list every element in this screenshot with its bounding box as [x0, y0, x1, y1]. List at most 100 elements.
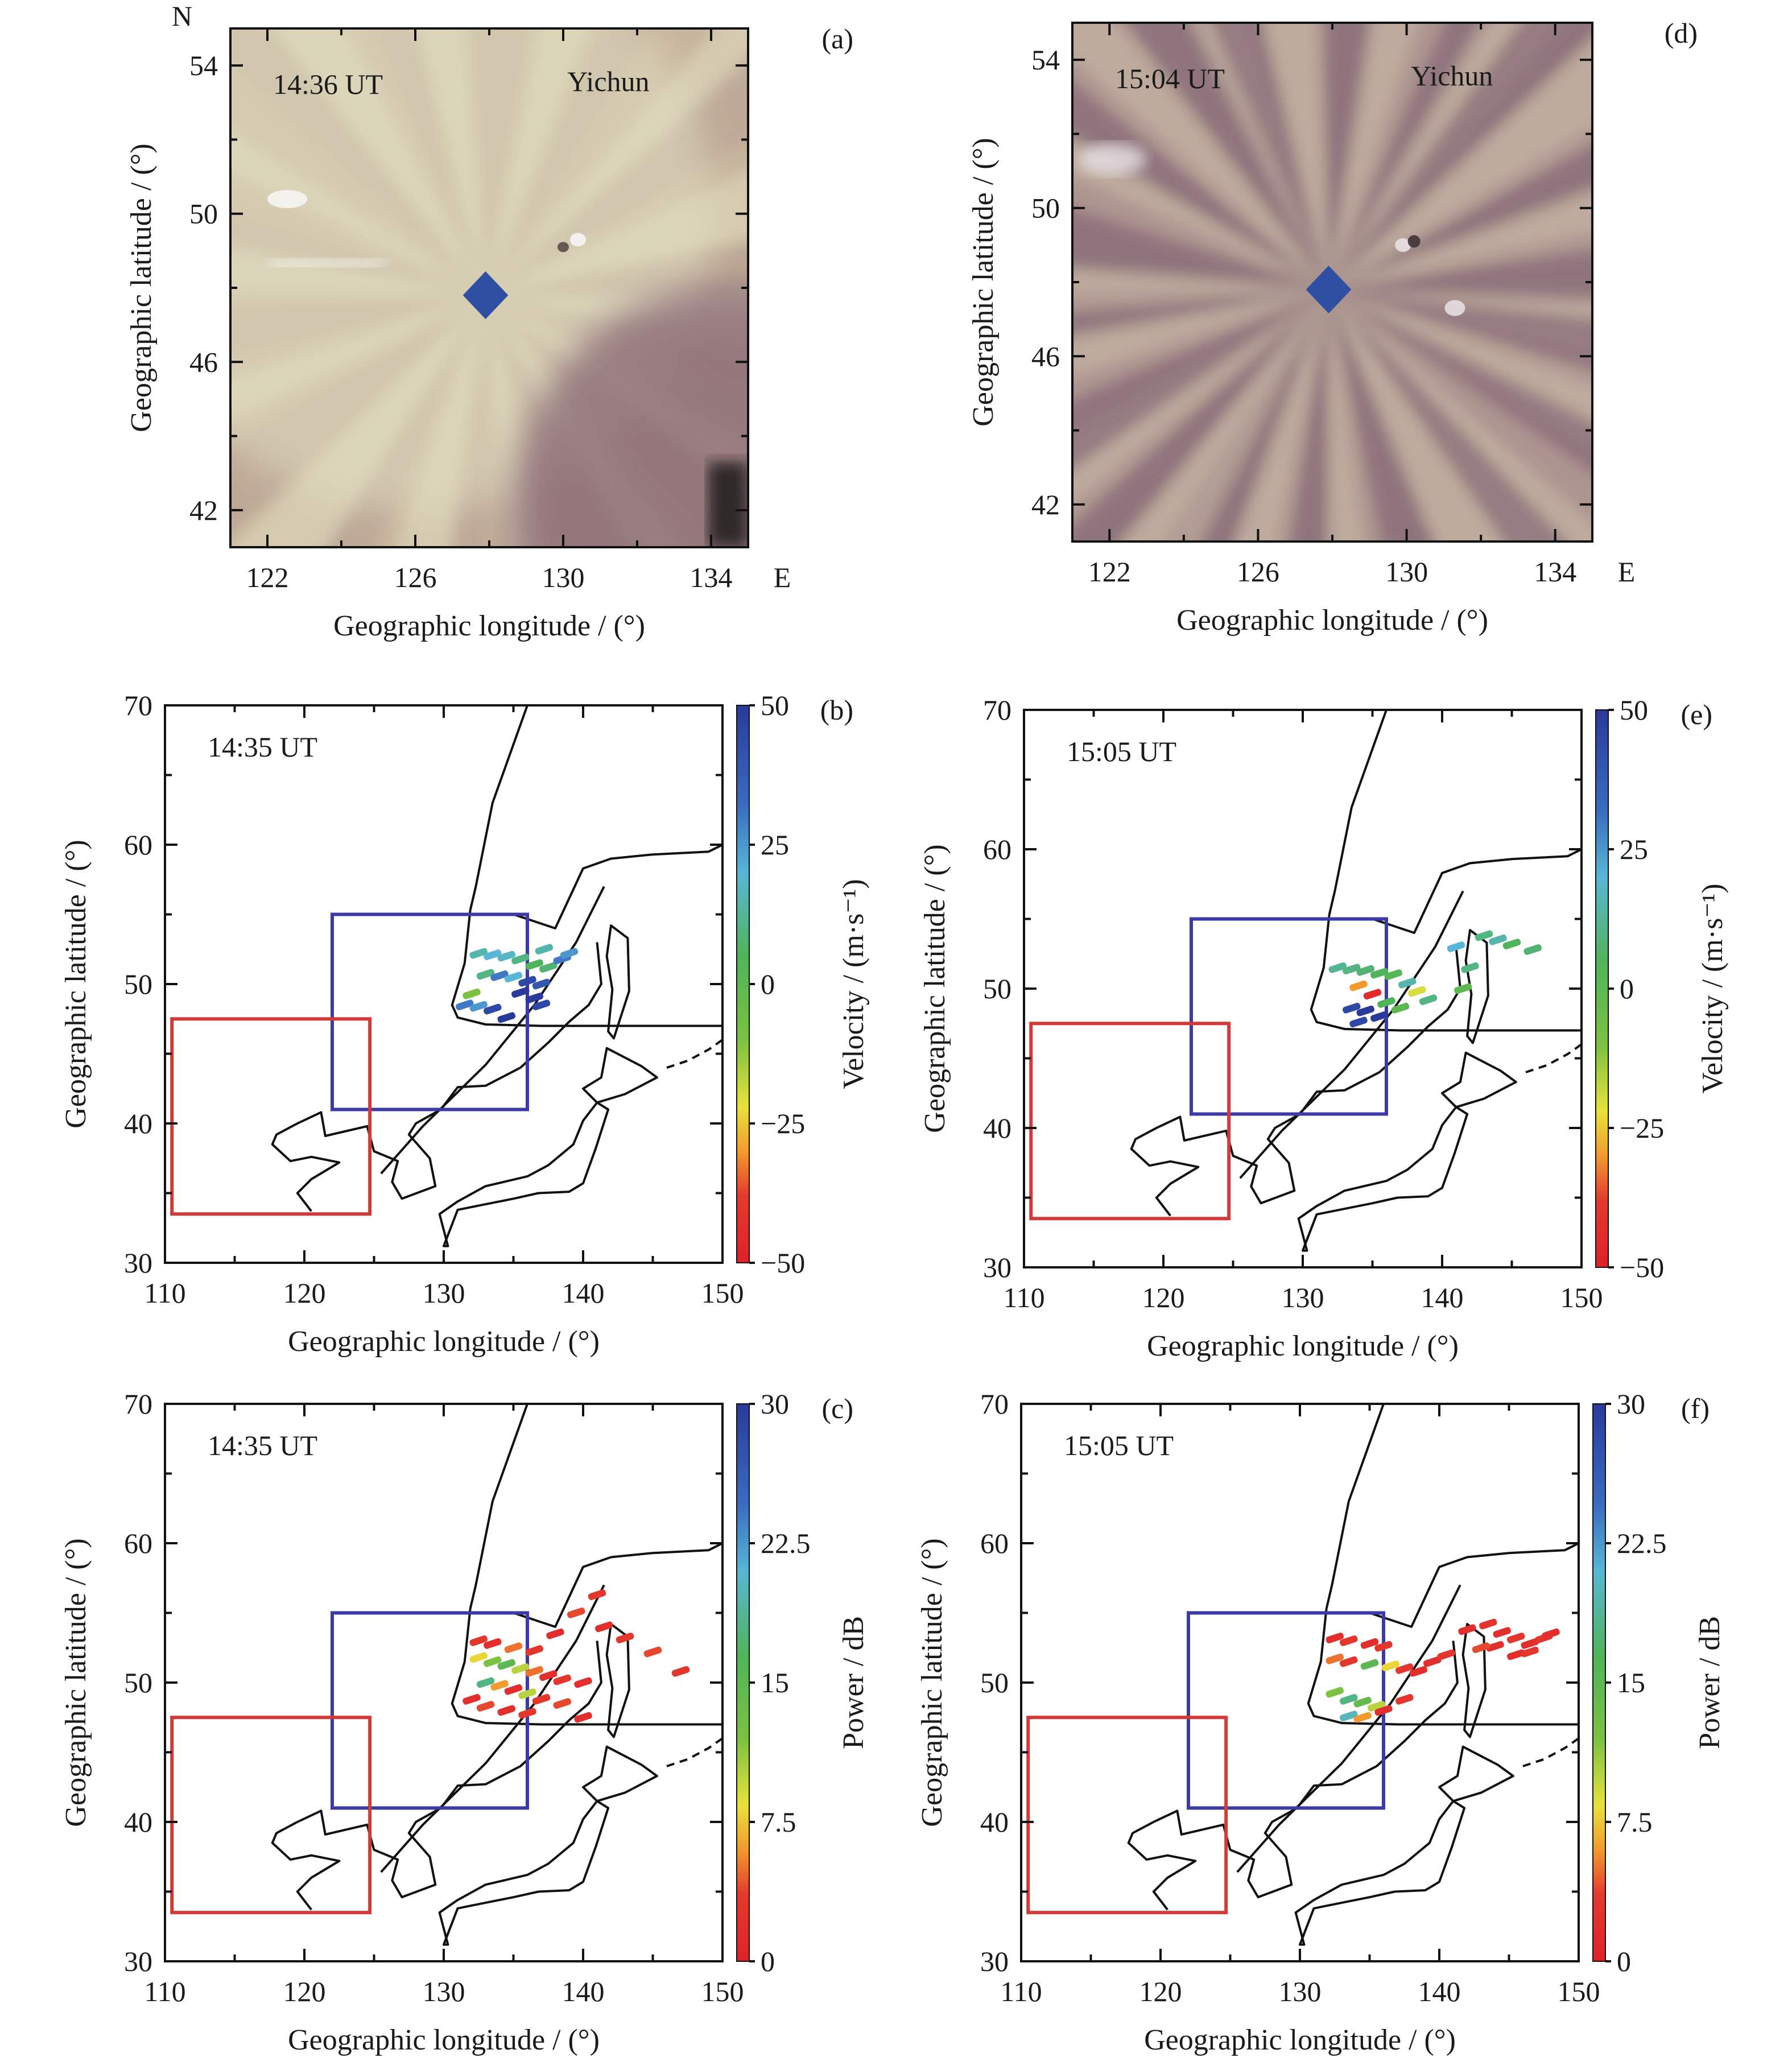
- y-tick-label: 70: [983, 694, 1011, 726]
- coastline-north: [1369, 1542, 1579, 1628]
- data-point: [532, 999, 551, 1011]
- data-point: [490, 1680, 509, 1691]
- data-point: [1326, 1687, 1344, 1698]
- time-stamp: 14:35 UT: [208, 731, 317, 763]
- panel-f: 30 22.5 15 7.5 0 Power / dB 110 120 130 140 150 30 4…: [916, 1388, 1726, 2056]
- data-point: [511, 987, 530, 998]
- coastline-sakhalin: [1461, 1623, 1487, 1738]
- coastline-mainland: [271, 1640, 602, 1911]
- data-point: [1342, 964, 1361, 975]
- y-tick-label: 50: [124, 1667, 152, 1699]
- data-point: [1447, 941, 1465, 952]
- data-point: [1356, 965, 1375, 976]
- radar-fov-edge: [1310, 914, 1582, 1032]
- data-point: [539, 962, 558, 973]
- data-point: [588, 1589, 606, 1601]
- y-axis-label: Geographic latitude / (°): [916, 1538, 948, 1826]
- x-axis-label: Geographic longitude / (°): [1144, 2024, 1456, 2056]
- colorbar-tick-label: 15: [1617, 1667, 1645, 1699]
- x-tick-label: 150: [1558, 1976, 1600, 2007]
- coastline-hokkaido: [1438, 1745, 1514, 1803]
- map-area: [1026, 1404, 1579, 1946]
- x-tick-label: 120: [1139, 1976, 1182, 2007]
- data-point: [1419, 994, 1438, 1005]
- x-tick-label: 120: [1142, 1282, 1185, 1313]
- y-tick-label: 40: [980, 1806, 1009, 1838]
- coastline-japan: [1294, 1800, 1466, 1946]
- data-point: [1339, 1656, 1358, 1667]
- y-tick-label: 50: [980, 1667, 1009, 1699]
- data-point: [497, 1705, 516, 1716]
- data-point: [1326, 1633, 1344, 1643]
- y-axis-label: Geographic latitude / (°): [919, 844, 951, 1133]
- red-region-box: [170, 1017, 372, 1216]
- coastline-mainland: [1127, 1640, 1459, 1911]
- data-point: [1328, 962, 1347, 973]
- colorbar: [736, 1403, 750, 1962]
- colorbar-label: Power / dB: [1694, 1616, 1726, 1749]
- kuril-islands: [1522, 1737, 1579, 1767]
- y-tick-label: 40: [983, 1112, 1011, 1144]
- colorbar-tick-label: 0: [761, 968, 775, 1000]
- radar-fov-beam: [469, 1404, 528, 1609]
- data-point: [511, 953, 530, 965]
- data-point: [497, 1012, 516, 1023]
- data-point: [539, 1670, 558, 1681]
- y-tick-label: 60: [980, 1527, 1009, 1559]
- data-point: [518, 976, 536, 987]
- colorbar-label: Velocity / (m·s⁻¹): [837, 879, 870, 1089]
- data-point: [1356, 1005, 1375, 1016]
- data-point: [1523, 944, 1542, 955]
- plot-frame: [164, 704, 724, 1264]
- data-point: [463, 988, 481, 999]
- colorbar-tick-label: 0: [761, 1945, 775, 1977]
- data-point: [1423, 1656, 1442, 1667]
- coastline-hokkaido: [582, 1745, 658, 1803]
- data-point: [1479, 1618, 1497, 1630]
- x-axis-label: Geographic longitude / (°): [333, 610, 645, 642]
- data-point: [469, 1001, 488, 1012]
- data-point: [1360, 1659, 1379, 1670]
- coastline-north: [513, 1542, 722, 1628]
- coastline-mainland: [1130, 947, 1461, 1217]
- y-axis-label: Geographic latitude / (°): [125, 143, 158, 432]
- panel-label: (d): [1665, 17, 1698, 49]
- radar-fov-beam: [1325, 1404, 1385, 1609]
- x-axis-label: Geographic longitude / (°): [1176, 604, 1488, 637]
- airglow-image: [1072, 23, 1592, 542]
- colorbar-tick-label: 30: [1617, 1388, 1645, 1420]
- data-point: [504, 1684, 523, 1695]
- colorbar-tick-label: 7.5: [761, 1806, 796, 1838]
- y-tick-label: 54: [189, 49, 218, 81]
- data-point: [1349, 980, 1368, 991]
- data-point: [553, 1698, 572, 1709]
- data-point: [476, 1677, 495, 1688]
- y-axis-label: Geographic latitude / (°): [60, 1538, 92, 1826]
- y-tick-label: 30: [980, 1945, 1009, 1977]
- blue-region-box: [331, 912, 529, 1111]
- data-point: [1374, 1705, 1393, 1716]
- data-point: [1384, 969, 1403, 980]
- data-point: [483, 949, 502, 960]
- data-point: [1349, 1016, 1368, 1028]
- x-tick-label: 140: [562, 1277, 605, 1309]
- x-axis-label: Geographic longitude / (°): [288, 1325, 600, 1358]
- data-point: [1521, 1638, 1539, 1649]
- colorbar-tick-label: −50: [1620, 1251, 1664, 1283]
- airglow-image: [230, 28, 748, 547]
- data-point: [553, 1674, 572, 1685]
- data-point: [1353, 1696, 1372, 1708]
- kuril-islands: [666, 1737, 722, 1767]
- east-label: E: [774, 561, 791, 593]
- time-stamp: 14:36 UT: [273, 68, 383, 100]
- colorbar-tick-label: 30: [761, 1388, 789, 1420]
- x-tick-label: 130: [1279, 1976, 1322, 2007]
- x-axis-label: Geographic longitude / (°): [1147, 1330, 1459, 1362]
- y-tick-label: 70: [124, 1388, 152, 1420]
- y-tick-label: 50: [124, 968, 152, 1000]
- data-point: [476, 969, 495, 980]
- radar-fov-arc: [380, 886, 605, 1175]
- colorbar-tick-label: 7.5: [1617, 1806, 1653, 1838]
- colorbar-label: Power / dB: [837, 1616, 870, 1749]
